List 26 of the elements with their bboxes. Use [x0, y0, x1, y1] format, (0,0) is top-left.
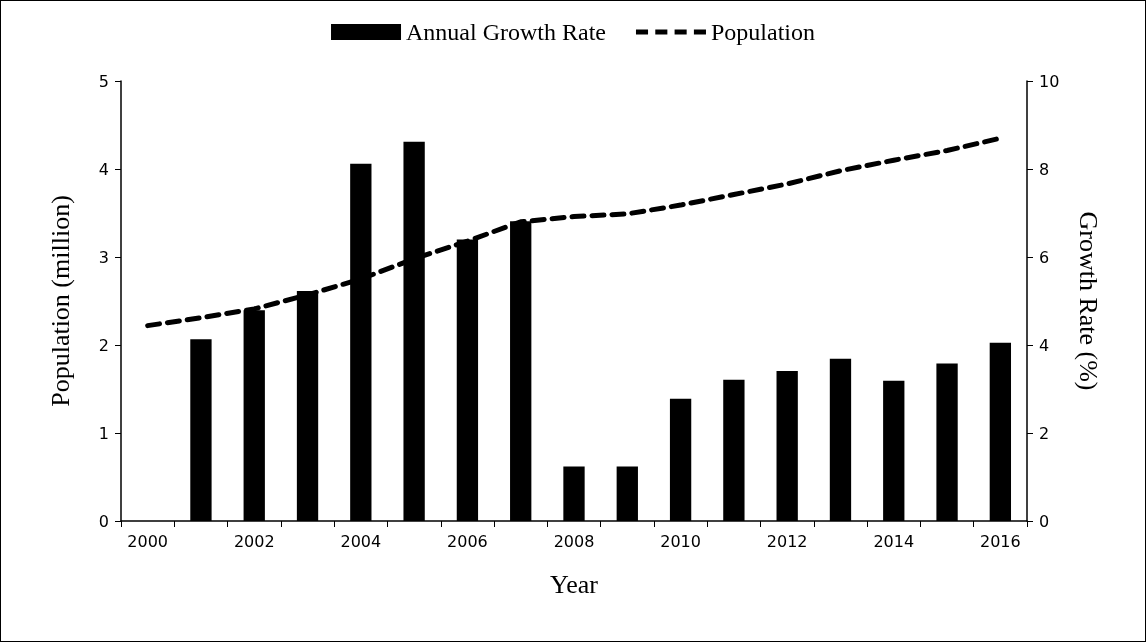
y2-tick-label: 4	[1039, 335, 1050, 355]
y2-axis-title: Growth Rate (%)	[1073, 211, 1103, 391]
x-tick-label: 2016	[979, 531, 1021, 551]
y-axis-title: Population (million)	[45, 195, 75, 407]
y2-tick-label: 2	[1039, 423, 1050, 443]
y2-tick-label: 8	[1039, 159, 1050, 179]
y-tick-label: 3	[98, 247, 109, 267]
y-tick-label: 2	[98, 335, 109, 355]
x-tick-label: 2010	[660, 531, 701, 551]
y2-tick-label: 0	[1039, 511, 1050, 531]
y-tick-label: 1	[98, 423, 109, 443]
x-tick-label: 2004	[340, 531, 382, 551]
x-axis-title: Year	[550, 569, 599, 599]
x-tick-label: 2012	[766, 531, 808, 551]
y2-tick-label: 6	[1039, 247, 1050, 267]
x-tick-label: 2014	[873, 531, 915, 551]
y-tick-label: 5	[98, 71, 109, 91]
legend-label: Population	[710, 19, 815, 45]
x-tick-label: 2002	[233, 531, 275, 551]
y-tick-label: 0	[98, 511, 109, 531]
legend-label: Annual Growth Rate	[406, 19, 606, 45]
y-tick-label: 4	[98, 159, 109, 179]
x-tick-label: 2000	[127, 531, 169, 551]
x-tick-label: 2008	[553, 531, 595, 551]
y2-tick-label: 10	[1039, 71, 1060, 91]
x-tick-label: 2006	[447, 531, 488, 551]
